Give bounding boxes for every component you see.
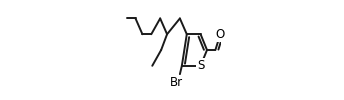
Text: Br: Br [169,76,183,88]
Text: O: O [216,28,225,41]
Text: S: S [197,59,204,72]
